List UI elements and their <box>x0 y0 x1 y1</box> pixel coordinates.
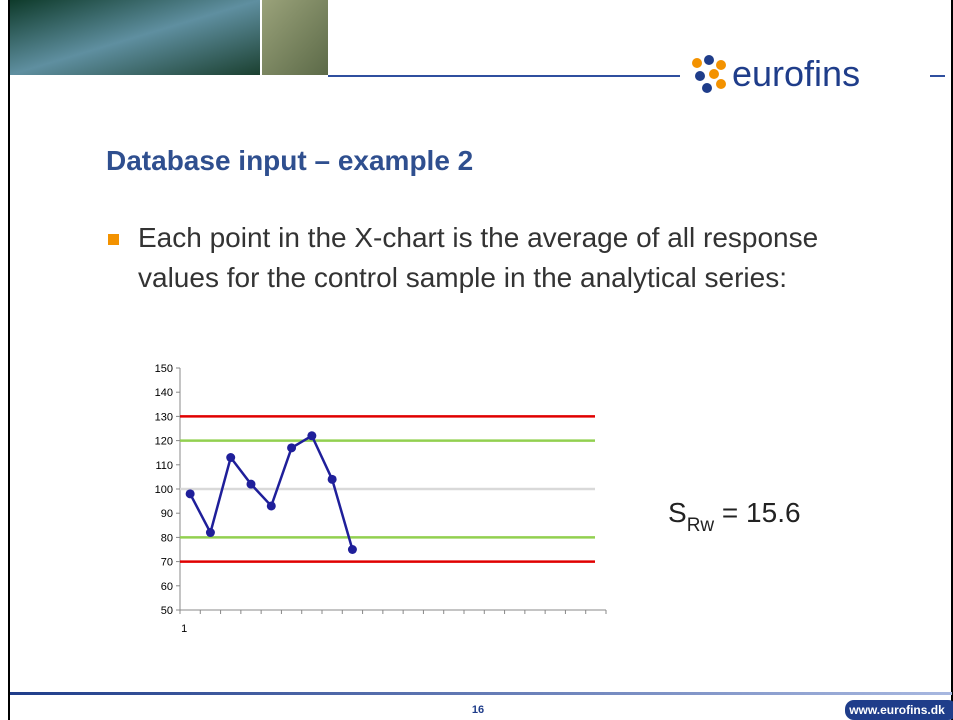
slide-title: Database input – example 2 <box>106 145 473 176</box>
data-point <box>328 475 337 484</box>
y-tick-label: 150 <box>155 363 173 375</box>
page-number: 16 <box>472 704 484 716</box>
y-tick-label: 130 <box>155 411 173 423</box>
y-tick-label: 110 <box>155 460 173 472</box>
y-tick-label: 90 <box>161 508 173 520</box>
formula: SRw = 15.6 <box>668 497 801 536</box>
footer-rule <box>10 692 952 695</box>
y-tick-label: 80 <box>161 532 173 544</box>
header-image <box>10 0 260 75</box>
formula-value: = 15.6 <box>714 497 800 528</box>
data-point <box>226 453 235 462</box>
data-point <box>348 545 357 554</box>
slide-graphics: eurofins Database input – example 2 50 60… <box>0 0 953 720</box>
y-tick-label: 100 <box>155 484 173 496</box>
y-tick-label: 120 <box>155 436 173 448</box>
logo-text: eurofins <box>732 53 860 94</box>
data-point <box>247 480 256 489</box>
data-point <box>206 528 215 537</box>
footer-url: www.eurofins.dk <box>848 703 945 717</box>
data-point <box>287 443 296 452</box>
formula-subscript: Rw <box>687 515 715 536</box>
formula-symbol: S <box>668 497 687 528</box>
y-tick-label: 50 <box>161 605 173 617</box>
data-point <box>307 431 316 440</box>
slide: eurofins Database input – example 2 50 60… <box>0 0 953 720</box>
y-tick-label: 60 <box>161 581 173 593</box>
x-tick-label: 1 <box>181 623 187 635</box>
bullet-text: Each point in the X-chart is the average… <box>138 218 848 298</box>
data-point <box>186 489 195 498</box>
logo-mark <box>692 55 726 93</box>
y-tick-label: 140 <box>155 387 173 399</box>
y-tick-label: 70 <box>161 557 173 569</box>
header-photo <box>262 0 328 75</box>
data-point <box>267 501 276 510</box>
chart: 50 60 70 80 90 100 110 120 130 140 150 1 <box>155 363 606 635</box>
bullet-marker <box>108 234 119 245</box>
